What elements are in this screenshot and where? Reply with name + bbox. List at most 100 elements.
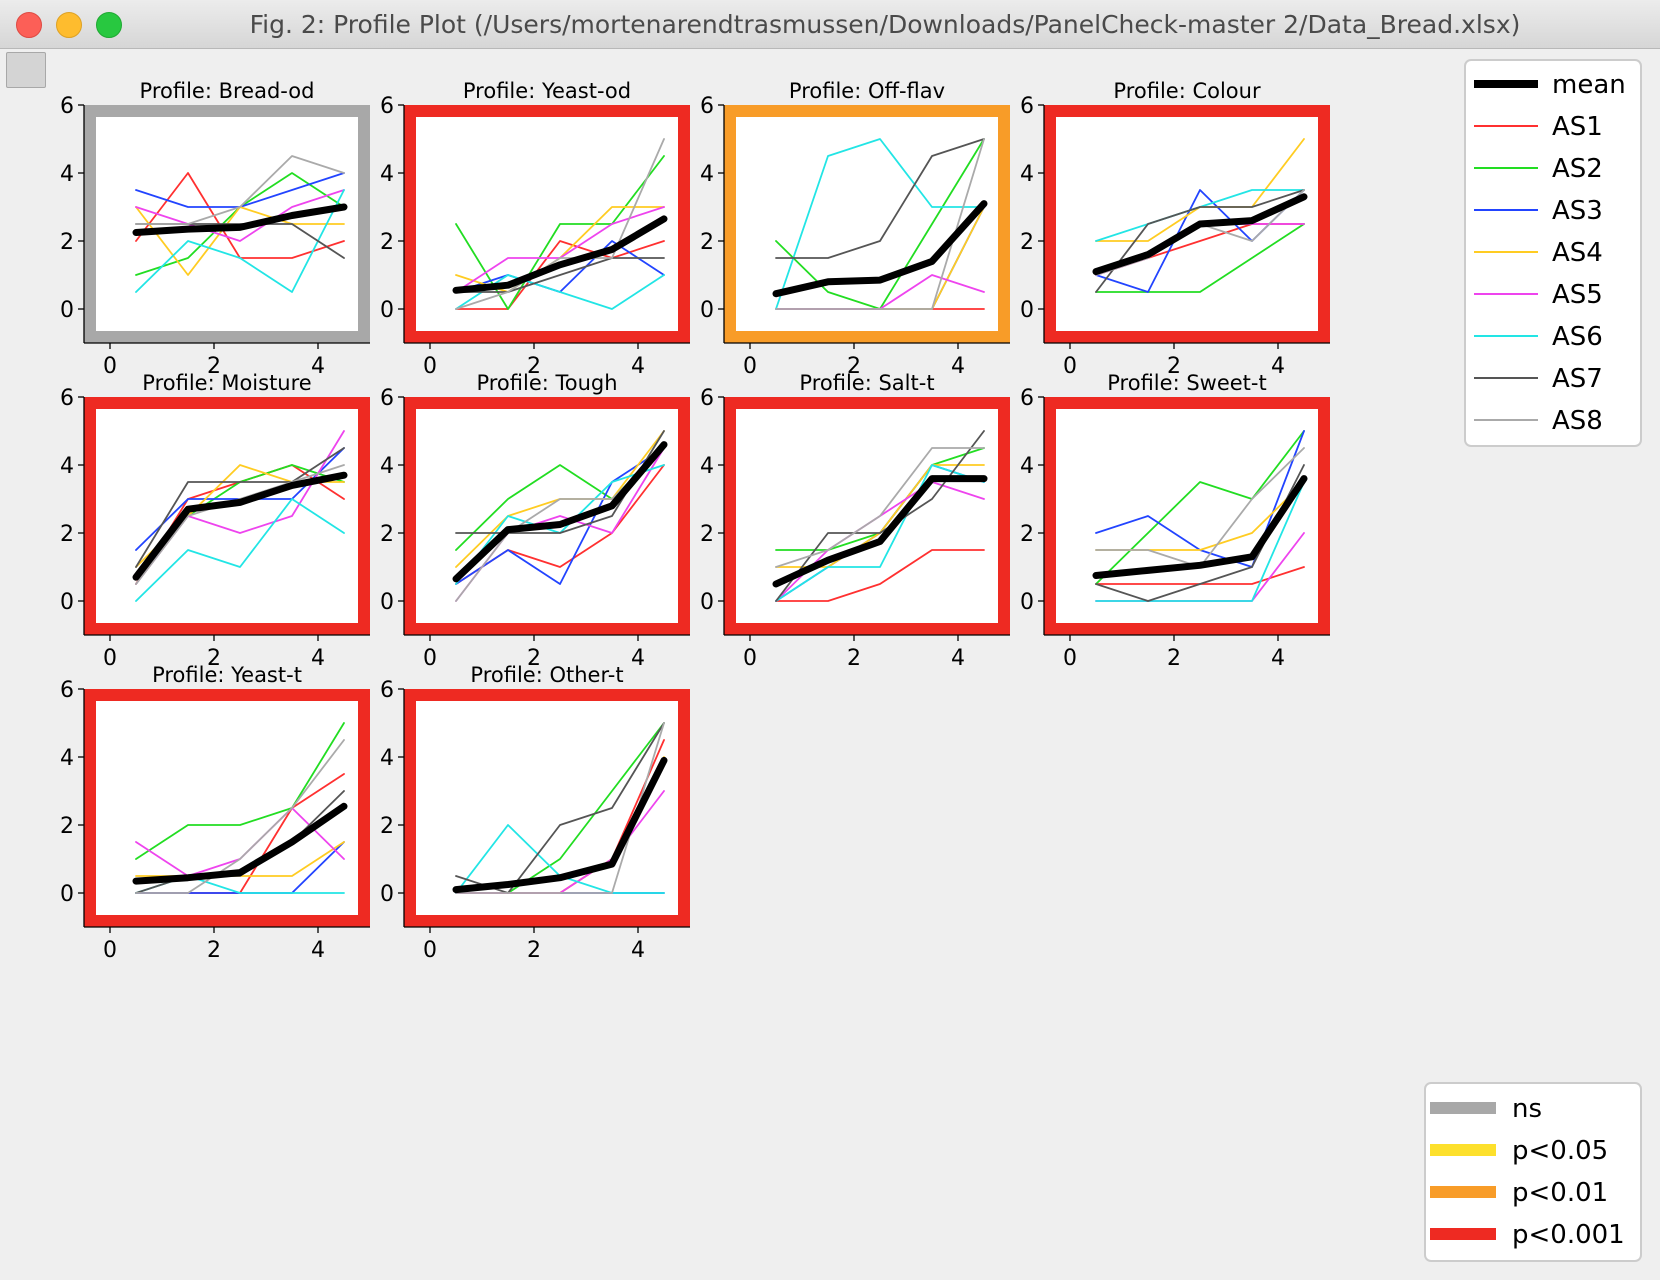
panel-title: Profile: Colour <box>1113 79 1261 103</box>
window-title: Fig. 2: Profile Plot (/Users/mortenarend… <box>249 10 1521 39</box>
y-tick-label: 0 <box>700 590 714 615</box>
significance-frame <box>84 689 370 927</box>
series-line-as8 <box>135 739 345 894</box>
x-tick-label: 2 <box>1167 646 1181 671</box>
significance-legend-box <box>1424 1082 1642 1262</box>
y-tick-label: 0 <box>380 882 394 907</box>
significance-frame <box>724 397 1010 635</box>
legend-label-as2: AS2 <box>1552 154 1603 184</box>
significance-frame <box>404 105 690 343</box>
y-tick-label: 0 <box>60 590 74 615</box>
x-tick-label: 0 <box>423 354 437 379</box>
series-line-as6 <box>775 138 985 310</box>
legend-label-as4: AS4 <box>1552 238 1603 268</box>
significance-frame <box>84 105 370 343</box>
panel-plot-area <box>1044 397 1330 635</box>
x-tick-label: 4 <box>631 354 645 379</box>
profile-panel: 0 2 4 6 0 2 4 Profile: Moisture <box>60 371 370 671</box>
panel-title: Profile: Tough <box>476 371 617 395</box>
series-line-mean <box>452 441 668 583</box>
series-line-as2 <box>135 722 345 860</box>
y-tick-label: 6 <box>60 94 74 119</box>
series-line-mean <box>452 215 668 294</box>
x-tick-label: 4 <box>311 646 325 671</box>
y-tick-label: 4 <box>1020 162 1034 187</box>
panel-plot-area <box>84 397 370 635</box>
significance-label: p<0.05 <box>1512 1136 1608 1166</box>
series-line-as7 <box>135 447 345 568</box>
legend-label-as1: AS1 <box>1552 112 1603 142</box>
series-line-mean <box>132 802 348 885</box>
series-line-mean <box>452 756 668 894</box>
x-tick-label: 2 <box>207 938 221 963</box>
legend-label-mean: mean <box>1552 70 1626 100</box>
profile-panel: 0 2 4 6 0 2 4 Profile: Tough <box>380 371 690 671</box>
series-line-as6 <box>1095 481 1305 602</box>
series-line-as8 <box>135 155 345 225</box>
series-line-as6 <box>135 498 345 602</box>
panel-title: Profile: Bread-od <box>140 79 315 103</box>
y-tick-label: 4 <box>60 162 74 187</box>
toolbar-button[interactable] <box>6 52 46 88</box>
legend-label-as6: AS6 <box>1552 322 1603 352</box>
profile-panel: 0 2 4 6 0 2 4 Profile: Bread-od <box>60 79 370 379</box>
series-line-mean <box>132 471 348 581</box>
y-tick-label: 2 <box>380 814 394 839</box>
y-tick-label: 4 <box>700 454 714 479</box>
significance-frame <box>1044 397 1330 635</box>
y-tick-label: 6 <box>60 386 74 411</box>
panel-plot-area <box>724 397 1010 635</box>
x-tick-label: 0 <box>103 938 117 963</box>
series-line-mean <box>772 475 988 588</box>
series-legend: mean AS1 AS2 AS3 AS4 AS5 AS6 AS7 AS8 <box>1464 59 1642 447</box>
x-tick-label: 0 <box>1063 354 1077 379</box>
x-tick-label: 4 <box>951 354 965 379</box>
y-tick-label: 6 <box>1020 94 1034 119</box>
panel-title: Profile: Salt-t <box>799 371 934 395</box>
y-tick-label: 6 <box>380 94 394 119</box>
y-tick-label: 0 <box>60 882 74 907</box>
x-tick-label: 0 <box>103 354 117 379</box>
y-tick-label: 0 <box>700 298 714 323</box>
x-tick-label: 2 <box>527 938 541 963</box>
x-tick-label: 2 <box>207 646 221 671</box>
y-tick-label: 4 <box>380 454 394 479</box>
series-line-as1 <box>775 549 985 602</box>
panel-title: Profile: Moisture <box>142 371 311 395</box>
panel-title: Profile: Off-flav <box>789 79 945 103</box>
x-tick-label: 0 <box>1063 646 1077 671</box>
zoom-window-button[interactable] <box>96 12 122 38</box>
y-tick-label: 6 <box>380 678 394 703</box>
panel-plot-area <box>404 397 690 635</box>
series-line-as6 <box>135 189 345 293</box>
series-line-as6 <box>775 464 985 602</box>
series-line-mean <box>1092 193 1308 276</box>
x-tick-label: 0 <box>743 354 757 379</box>
y-tick-label: 2 <box>1020 230 1034 255</box>
y-tick-label: 0 <box>1020 590 1034 615</box>
close-window-button[interactable] <box>16 12 42 38</box>
series-legend-box <box>1464 59 1642 447</box>
title-bar: Fig. 2: Profile Plot (/Users/mortenarend… <box>0 0 1660 49</box>
significance-label: p<0.01 <box>1512 1178 1608 1208</box>
x-tick-label: 4 <box>951 646 965 671</box>
profile-panel: 0 2 4 6 0 2 4 Profile: Off-flav <box>700 79 1010 379</box>
x-tick-label: 4 <box>311 354 325 379</box>
y-tick-label: 2 <box>700 230 714 255</box>
x-tick-label: 2 <box>1167 354 1181 379</box>
y-tick-label: 6 <box>60 678 74 703</box>
legend-label-as7: AS7 <box>1552 364 1603 394</box>
panel-plot-area <box>84 689 370 927</box>
x-tick-label: 2 <box>207 354 221 379</box>
significance-label: p<0.001 <box>1512 1220 1625 1250</box>
series-line-as2 <box>1095 223 1305 293</box>
significance-legend: ns p<0.05 p<0.01 p<0.001 <box>1424 1082 1642 1262</box>
minimize-window-button[interactable] <box>56 12 82 38</box>
significance-label: ns <box>1512 1094 1542 1124</box>
series-line-mean <box>772 200 988 298</box>
y-tick-label: 4 <box>60 746 74 771</box>
panel-plot-area <box>404 689 690 927</box>
series-line-as8 <box>775 138 985 310</box>
